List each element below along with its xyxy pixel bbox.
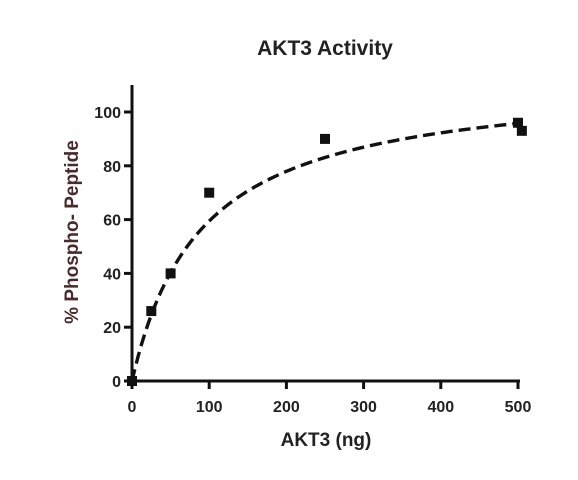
- y-ticks: 0 20 40 60 80 100: [94, 105, 132, 391]
- chart-title: AKT3 Activity: [257, 37, 393, 60]
- x-tick-label: 200: [273, 399, 300, 416]
- data-point: [165, 268, 176, 279]
- x-tick-label: 400: [427, 399, 454, 416]
- y-tick-label: 80: [103, 159, 121, 176]
- y-axis-label: % Phospho- Peptide: [62, 140, 83, 324]
- points-layer: [127, 117, 527, 386]
- x-ticks: 0 100 200 300 400 500: [128, 381, 532, 416]
- data-point: [320, 133, 330, 144]
- data-point: [146, 306, 157, 317]
- x-tick-label: 300: [350, 399, 377, 416]
- data-point: [513, 117, 523, 128]
- x-tick-label: 100: [196, 399, 223, 416]
- data-point: [204, 187, 215, 198]
- y-tick-label: 100: [94, 105, 121, 122]
- x-tick-label: 0: [128, 399, 137, 416]
- x-tick-label: 500: [505, 399, 532, 416]
- data-point: [127, 376, 137, 386]
- y-tick-label: 0: [112, 374, 121, 391]
- y-tick-label: 40: [103, 266, 121, 283]
- axes: [130, 85, 520, 383]
- fit-curve: [130, 121, 519, 382]
- fit-layer: [130, 121, 519, 382]
- x-axis-label: AKT3 (ng): [281, 430, 372, 451]
- y-tick-label: 60: [103, 213, 121, 230]
- data-point: [516, 125, 527, 136]
- y-tick-label: 20: [103, 320, 121, 337]
